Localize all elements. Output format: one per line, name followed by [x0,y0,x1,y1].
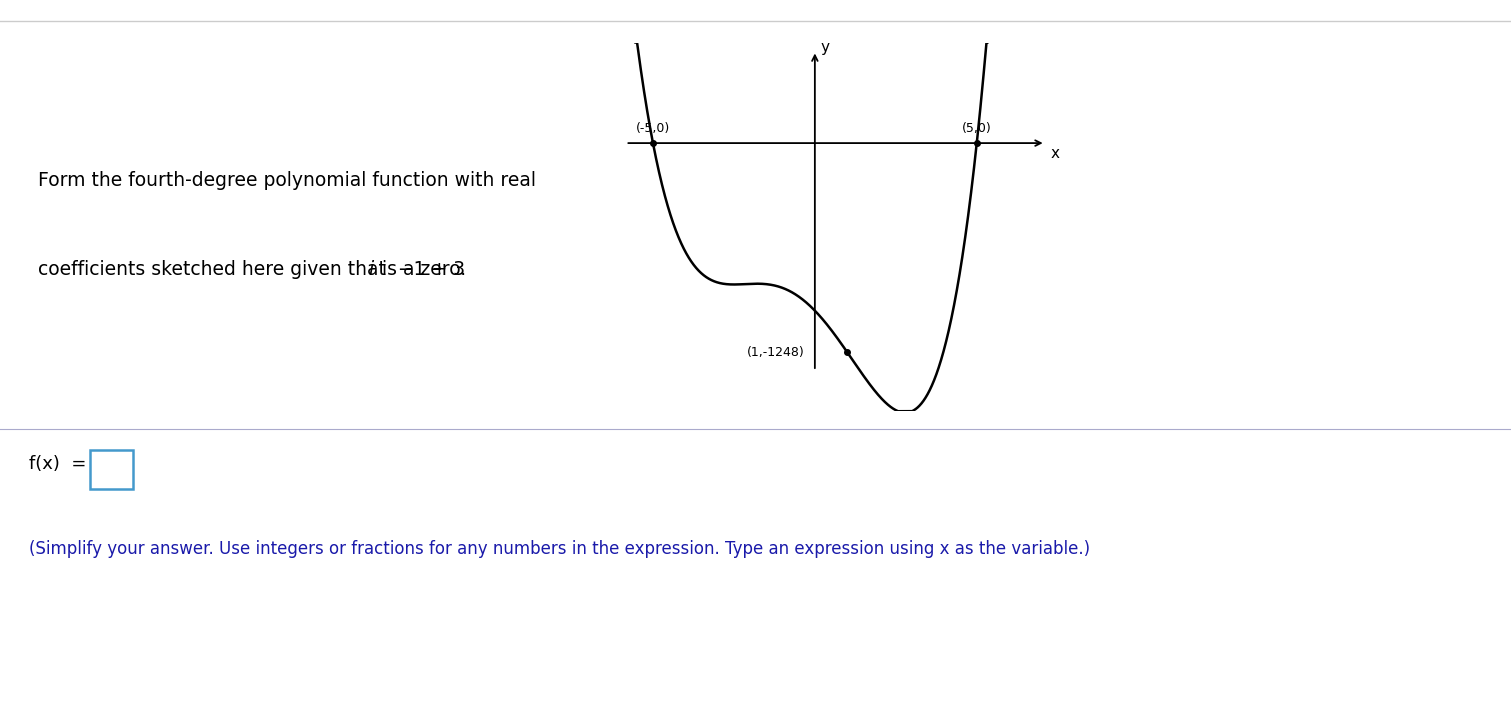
Text: Form the fourth-degree polynomial function with real: Form the fourth-degree polynomial functi… [38,172,536,190]
Text: (-5,0): (-5,0) [636,122,669,135]
Text: i: i [369,260,373,279]
Text: (5,0): (5,0) [963,122,991,135]
Text: x: x [1050,146,1059,162]
Text: (1,-1248): (1,-1248) [746,346,805,359]
FancyBboxPatch shape [89,450,133,489]
Text: coefficients sketched here given that  −1 + 3: coefficients sketched here given that −1… [38,260,465,279]
Text: f(x)  =: f(x) = [30,455,92,474]
Text: is a zero.: is a zero. [376,260,465,279]
Text: y: y [820,40,830,55]
Text: (Simplify your answer. Use integers or fractions for any numbers in the expressi: (Simplify your answer. Use integers or f… [30,540,1091,558]
